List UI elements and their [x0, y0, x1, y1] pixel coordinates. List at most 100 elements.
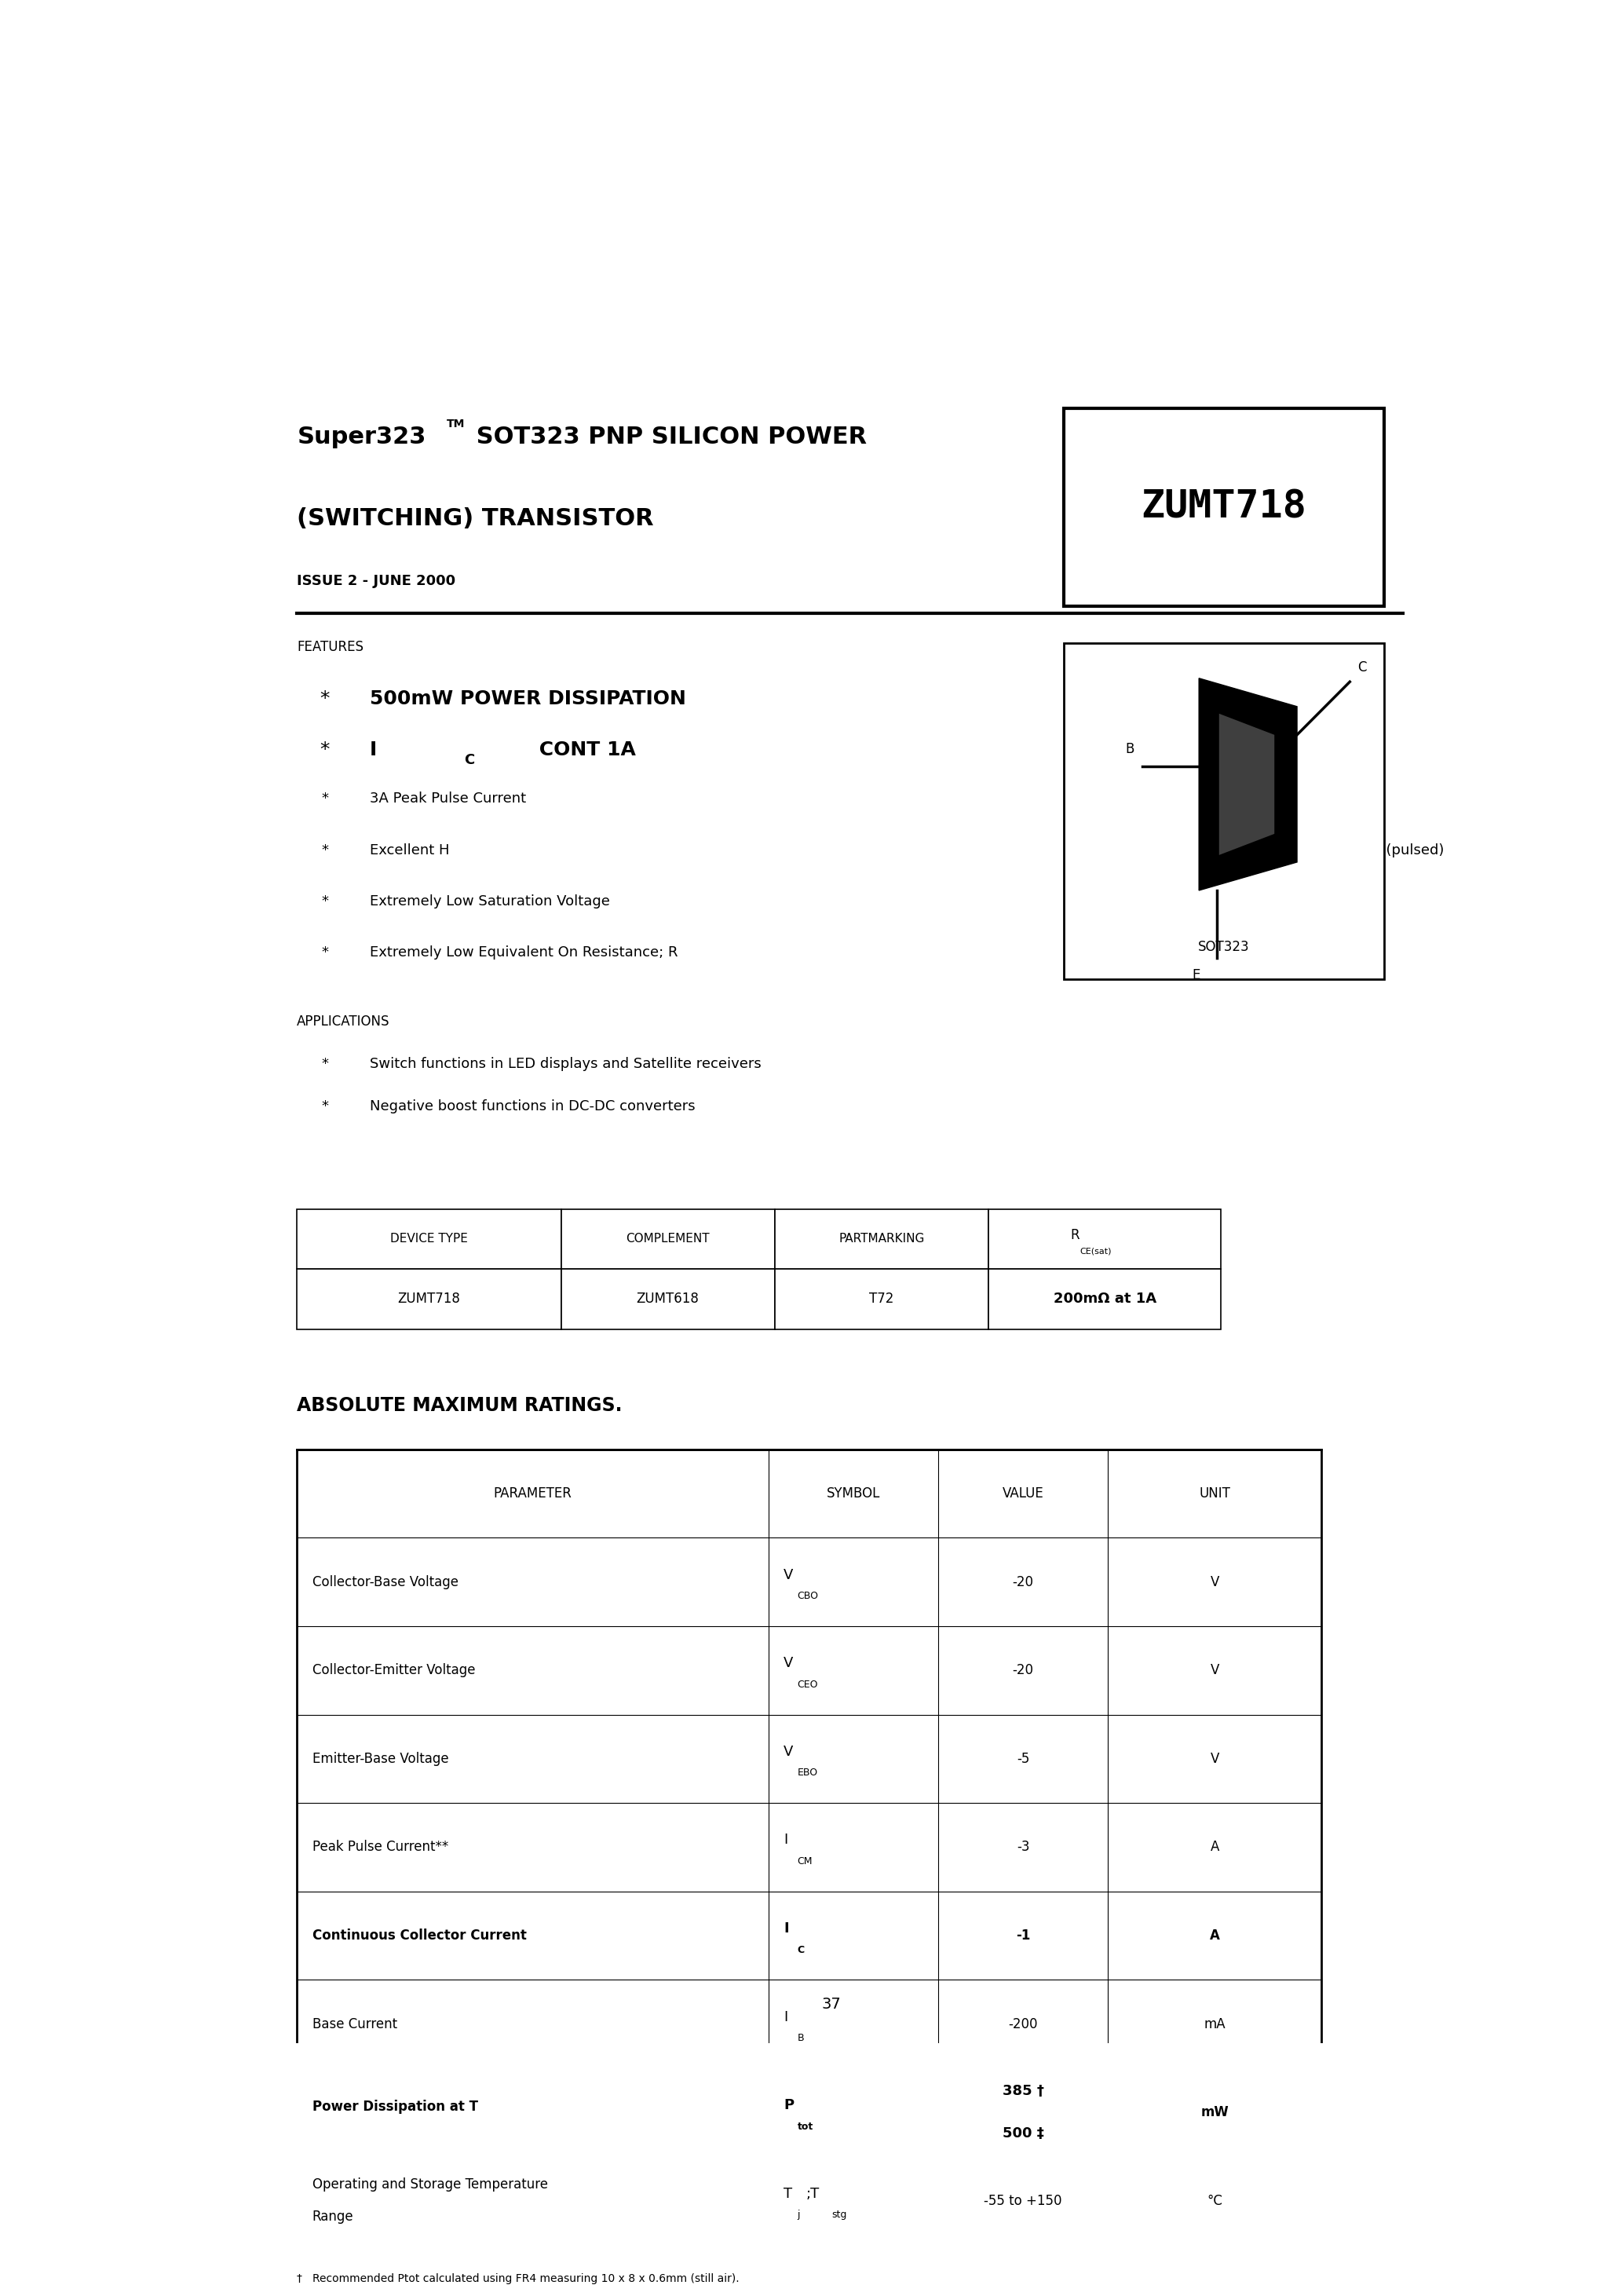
Text: *: *: [321, 1100, 328, 1114]
Text: ISSUE 2 - JUNE 2000: ISSUE 2 - JUNE 2000: [297, 574, 456, 588]
Text: 3A Peak Pulse Current: 3A Peak Pulse Current: [370, 792, 526, 806]
Text: C: C: [798, 1945, 805, 1954]
Text: Extremely Low Saturation Voltage: Extremely Low Saturation Voltage: [370, 895, 610, 909]
Text: DEVICE TYPE: DEVICE TYPE: [391, 1233, 467, 1244]
Text: CEO: CEO: [798, 1678, 817, 1690]
Text: V: V: [783, 1568, 793, 1582]
Text: 37: 37: [822, 1998, 840, 2011]
Text: -55 to +150: -55 to +150: [985, 2193, 1062, 2209]
Text: TM: TM: [446, 418, 466, 429]
Text: tot: tot: [798, 2122, 813, 2131]
Text: I: I: [783, 1922, 788, 1936]
Text: Switch functions in LED displays and Satellite receivers: Switch functions in LED displays and Sat…: [370, 1056, 761, 1070]
Text: ABSOLUTE MAXIMUM RATINGS.: ABSOLUTE MAXIMUM RATINGS.: [297, 1396, 623, 1414]
Text: °C: °C: [1207, 2193, 1223, 2209]
Text: †   Recommended Ptot calculated using FR4 measuring 10 x 8 x 0.6mm (still air).: † Recommended Ptot calculated using FR4 …: [297, 2273, 740, 2285]
Text: SYMBOL: SYMBOL: [827, 1486, 881, 1502]
Text: R: R: [1071, 1228, 1080, 1242]
Text: I: I: [370, 742, 378, 760]
Text: ZUMT718: ZUMT718: [1142, 489, 1307, 526]
Text: -20: -20: [1012, 1662, 1033, 1678]
Text: APPLICATIONS: APPLICATIONS: [297, 1015, 389, 1029]
Polygon shape: [1199, 677, 1298, 891]
Text: Emitter-Base Voltage: Emitter-Base Voltage: [311, 1752, 448, 1766]
Text: 200mΩ at 1A: 200mΩ at 1A: [1053, 1293, 1156, 1306]
Text: *: *: [321, 1056, 328, 1070]
Text: ZUMT718: ZUMT718: [397, 1293, 461, 1306]
Text: CBO: CBO: [798, 1591, 819, 1600]
Bar: [297, 1210, 561, 1270]
Text: *: *: [321, 792, 328, 806]
Text: Characteristics Up To 3A (pulsed): Characteristics Up To 3A (pulsed): [1205, 843, 1444, 856]
Bar: [1064, 409, 1385, 606]
Bar: [988, 1270, 1221, 1329]
Text: Excellent H: Excellent H: [370, 843, 449, 856]
Text: mA: mA: [1204, 2016, 1226, 2032]
Text: B: B: [798, 2032, 805, 2043]
Bar: [297, 1449, 1322, 2245]
Text: -1: -1: [1015, 1929, 1030, 1942]
Bar: [297, 1270, 561, 1329]
Text: EBO: EBO: [798, 1768, 817, 1777]
Text: *: *: [321, 895, 328, 909]
Text: Extremely Low Equivalent On Resistance; R: Extremely Low Equivalent On Resistance; …: [370, 946, 678, 960]
Text: FE: FE: [1121, 856, 1131, 863]
Text: E: E: [1192, 969, 1200, 983]
Bar: [775, 1210, 988, 1270]
Text: C: C: [464, 753, 475, 767]
Text: Negative boost functions in DC-DC converters: Negative boost functions in DC-DC conver…: [370, 1100, 696, 1114]
Text: -3: -3: [1017, 1839, 1030, 1855]
Text: FEATURES: FEATURES: [297, 641, 363, 654]
Text: SOT323 PNP SILICON POWER: SOT323 PNP SILICON POWER: [469, 425, 866, 448]
Text: V: V: [1210, 1662, 1220, 1678]
Text: COMPLEMENT: COMPLEMENT: [626, 1233, 710, 1244]
Text: Super323: Super323: [297, 425, 427, 448]
Text: Base Current: Base Current: [311, 2016, 397, 2032]
Text: *: *: [321, 946, 328, 960]
Text: PARTMARKING: PARTMARKING: [839, 1233, 925, 1244]
Text: Operating and Storage Temperature: Operating and Storage Temperature: [311, 2179, 548, 2193]
Text: *: *: [321, 843, 328, 856]
Text: PARAMETER: PARAMETER: [493, 1486, 573, 1502]
Bar: [561, 1210, 775, 1270]
Text: ;T: ;T: [806, 2186, 819, 2202]
Bar: [775, 1270, 988, 1329]
Text: Range: Range: [311, 2209, 354, 2225]
Text: Peak Pulse Current**: Peak Pulse Current**: [311, 1839, 448, 1855]
Text: SOT323: SOT323: [1199, 941, 1251, 955]
Bar: [1064, 643, 1385, 978]
Text: C: C: [1358, 661, 1366, 675]
Text: j: j: [798, 2209, 800, 2220]
Text: mW: mW: [1200, 2105, 1229, 2119]
Text: 500mW POWER DISSIPATION: 500mW POWER DISSIPATION: [370, 689, 686, 707]
Text: P: P: [783, 2099, 793, 2112]
Text: VALUE: VALUE: [1002, 1486, 1043, 1502]
Text: CONT 1A: CONT 1A: [532, 742, 636, 760]
Text: I: I: [783, 1832, 788, 1848]
Text: A: A: [1210, 1929, 1220, 1942]
Text: -200: -200: [1009, 2016, 1038, 2032]
Text: 385 †: 385 †: [1002, 2085, 1043, 2099]
Text: (SWITCHING) TRANSISTOR: (SWITCHING) TRANSISTOR: [297, 507, 654, 530]
Text: 500 ‡: 500 ‡: [1002, 2126, 1043, 2140]
Text: Collector-Base Voltage: Collector-Base Voltage: [311, 1575, 457, 1589]
Text: ZUMT618: ZUMT618: [636, 1293, 699, 1306]
Text: V: V: [1210, 1575, 1220, 1589]
Text: V: V: [1210, 1752, 1220, 1766]
Text: B: B: [1126, 742, 1134, 755]
Text: UNIT: UNIT: [1199, 1486, 1231, 1502]
Text: T72: T72: [869, 1293, 894, 1306]
Polygon shape: [1220, 714, 1275, 854]
Text: T: T: [783, 2186, 792, 2202]
Text: Continuous Collector Current: Continuous Collector Current: [311, 1929, 527, 1942]
Text: A: A: [1210, 1839, 1220, 1855]
Bar: [561, 1270, 775, 1329]
Bar: [988, 1210, 1221, 1270]
Text: stg: stg: [832, 2209, 847, 2220]
Text: CE(sat): CE(sat): [1080, 1247, 1111, 1256]
Text: I: I: [783, 2009, 788, 2025]
Text: CM: CM: [798, 1855, 813, 1867]
Text: *: *: [320, 742, 329, 760]
Text: V: V: [783, 1745, 793, 1759]
Text: Power Dissipation at T: Power Dissipation at T: [311, 2101, 478, 2115]
